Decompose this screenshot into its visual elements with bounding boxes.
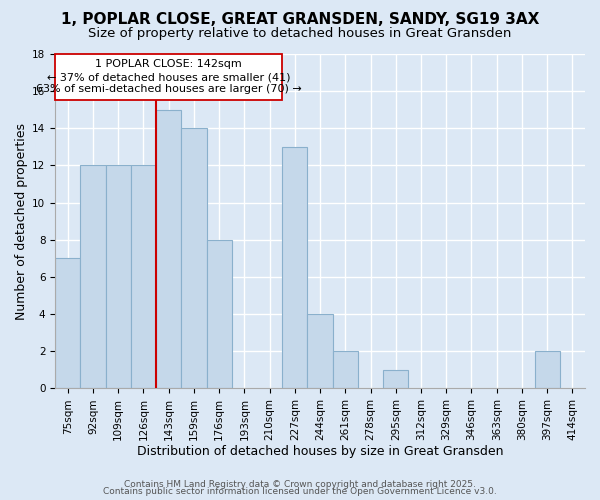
Bar (131, 166, 156, 388)
Text: 1, POPLAR CLOSE, GREAT GRANSDEN, SANDY, SG19 3AX: 1, POPLAR CLOSE, GREAT GRANSDEN, SANDY, … (61, 12, 539, 28)
Y-axis label: Number of detached properties: Number of detached properties (15, 122, 28, 320)
Text: ← 37% of detached houses are smaller (41): ← 37% of detached houses are smaller (41… (47, 72, 290, 82)
Bar (55, 258, 80, 388)
Bar (307, 314, 332, 388)
Text: Contains public sector information licensed under the Open Government Licence v3: Contains public sector information licen… (103, 487, 497, 496)
Bar (181, 128, 206, 388)
FancyBboxPatch shape (55, 54, 282, 100)
Bar (535, 352, 560, 389)
Bar (383, 370, 409, 388)
Bar (80, 166, 106, 388)
Bar (332, 352, 358, 389)
Bar (206, 240, 232, 388)
Text: Size of property relative to detached houses in Great Gransden: Size of property relative to detached ho… (88, 28, 512, 40)
Text: 63% of semi-detached houses are larger (70) →: 63% of semi-detached houses are larger (… (36, 84, 302, 94)
Bar (106, 166, 131, 388)
Bar (156, 110, 181, 388)
Bar (282, 147, 307, 388)
X-axis label: Distribution of detached houses by size in Great Gransden: Distribution of detached houses by size … (137, 444, 503, 458)
Text: Contains HM Land Registry data © Crown copyright and database right 2025.: Contains HM Land Registry data © Crown c… (124, 480, 476, 489)
Text: 1 POPLAR CLOSE: 142sqm: 1 POPLAR CLOSE: 142sqm (95, 59, 242, 69)
